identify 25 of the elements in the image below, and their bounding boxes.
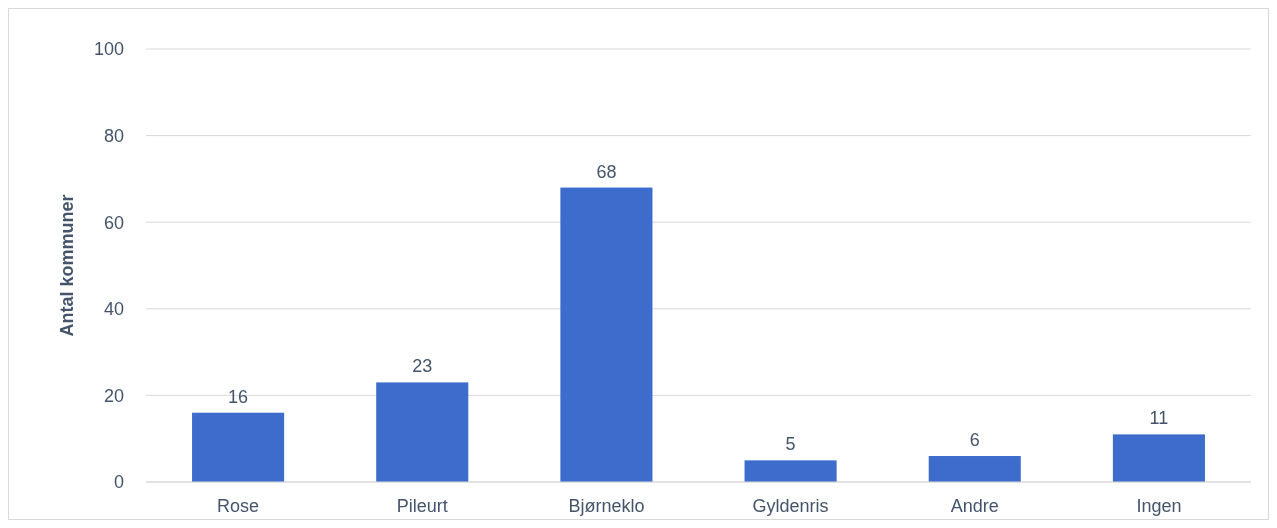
data-label: 5: [785, 434, 796, 455]
data-label: 16: [228, 386, 249, 407]
y-tick-label: 40: [103, 299, 124, 320]
bar: [1112, 434, 1205, 482]
y-tick-label: 80: [103, 125, 124, 146]
data-label: 68: [596, 161, 617, 182]
data-label: 11: [1149, 408, 1169, 429]
y-tick-label: 100: [93, 39, 124, 60]
x-tick-label: Bjørneklo: [568, 496, 645, 516]
y-axis-title: Antal kommuner: [57, 194, 77, 337]
bar: [192, 412, 285, 482]
y-tick-label: 20: [103, 385, 124, 406]
bar: [928, 456, 1021, 482]
y-tick-label: 60: [103, 212, 124, 233]
x-tick-label: Andre: [950, 496, 999, 516]
y-tick-label: 0: [113, 472, 124, 493]
data-label: 23: [412, 356, 433, 377]
bar: [376, 382, 469, 482]
data-label: 6: [969, 430, 980, 451]
bar: [744, 460, 837, 482]
x-tick-label: Ingen: [1136, 496, 1182, 516]
x-tick-label: Rose: [217, 496, 260, 516]
bar: [560, 187, 653, 482]
x-tick-label: Pileurt: [396, 496, 448, 516]
x-tick-label: Gyldenris: [752, 496, 829, 516]
